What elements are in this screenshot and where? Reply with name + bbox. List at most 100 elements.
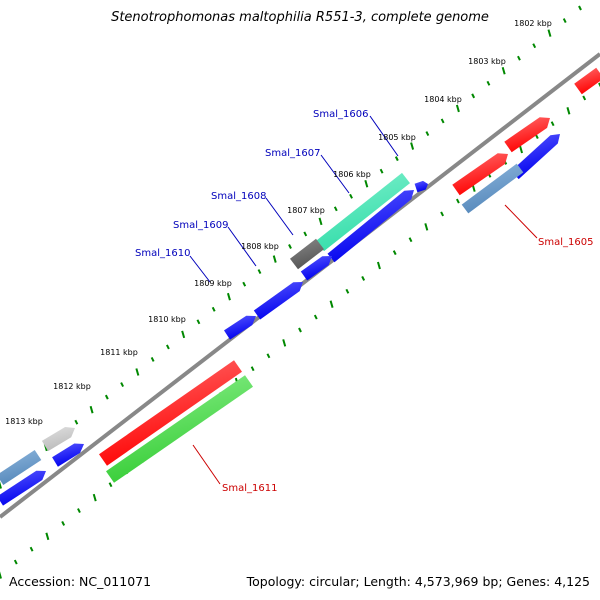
scale-tick <box>298 327 302 333</box>
scale-label: 1809 kbp <box>194 279 232 288</box>
scale-tick <box>77 508 81 513</box>
scale-tick <box>519 145 524 154</box>
gene-smal-1605-blue <box>511 134 560 180</box>
scale-label: 1807 kbp <box>287 206 325 215</box>
scale-tick <box>532 43 537 49</box>
scale-tick <box>562 18 567 23</box>
scale-tick <box>313 314 318 320</box>
scale-tick <box>440 211 444 217</box>
scale-tick <box>392 250 397 256</box>
scale-label: 1804 kbp <box>424 95 462 104</box>
gene-smal-1611-red <box>99 360 242 466</box>
gene-smal-1606-tip <box>414 180 428 193</box>
gene-label-smal-1608: Smal_1608 <box>211 191 266 202</box>
scale-tick <box>181 330 186 339</box>
scale-tick <box>394 156 399 162</box>
scale-tick <box>364 179 369 188</box>
scale-tick <box>257 269 262 275</box>
label-leader-line <box>265 197 294 236</box>
scale-label: 1805 kbp <box>378 133 416 142</box>
scale-tick <box>345 288 350 294</box>
scale-tick <box>166 344 170 350</box>
scale-tick <box>318 217 323 226</box>
scale-tick <box>45 532 50 541</box>
map-labels: 1802 kbp 1803 kbp 1804 kbp 1805 kbp 1806 kbp… <box>5 19 593 494</box>
scale-label: 1803 kbp <box>468 57 506 66</box>
label-leader-line <box>189 255 211 283</box>
gene-smal-1605 <box>461 163 524 214</box>
scale-tick <box>578 5 582 11</box>
map-title: Stenotrophomonas maltophilia R551-3, com… <box>111 10 489 25</box>
scale-tick <box>250 366 255 372</box>
scale-tick <box>226 292 231 301</box>
gene-smal-1609 <box>253 282 303 320</box>
scale-ticks-outer <box>0 5 582 489</box>
scale-tick <box>361 275 366 281</box>
gene-label-smal-1610: Smal_1610 <box>135 248 190 259</box>
scale-tick <box>455 104 460 113</box>
scale-tick <box>13 559 18 565</box>
scale-tick <box>242 281 247 287</box>
label-leader-line <box>227 226 257 267</box>
gene-smal-1610 <box>224 315 256 340</box>
gene-left-blue-2 <box>0 470 46 506</box>
gene-left-blue <box>52 443 84 467</box>
scale-tick <box>104 394 109 400</box>
gene-label-smal-1607: Smal_1607 <box>265 148 320 159</box>
scale-tick <box>135 368 140 376</box>
scale-label: 1812 kbp <box>53 382 91 391</box>
gene-right-red <box>574 67 600 95</box>
scale-tick <box>29 546 34 552</box>
scale-tick <box>288 244 292 249</box>
scale-tick <box>74 419 79 425</box>
scale-tick <box>333 206 338 212</box>
scale-label: 1813 kbp <box>5 417 43 426</box>
label-leader-line <box>320 154 350 194</box>
scale-tick <box>89 405 94 414</box>
scale-tick <box>376 261 381 270</box>
scale-label: 1808 kbp <box>241 242 279 251</box>
scale-tick <box>501 66 506 75</box>
gene-label-smal-1606: Smal_1606 <box>313 109 368 120</box>
scale-tick <box>425 131 430 136</box>
scale-tick <box>408 237 413 243</box>
gene-label-smal-1605: Smal_1605 <box>538 237 593 248</box>
scale-tick <box>150 357 155 362</box>
scale-tick <box>440 118 445 124</box>
gene-left-pseudo <box>0 450 42 485</box>
scale-tick <box>92 493 97 502</box>
scale-tick <box>424 223 429 231</box>
scale-tick <box>266 353 271 359</box>
gene-label-smal-1609: Smal_1609 <box>173 220 228 231</box>
gene-smal-1606 <box>327 190 414 263</box>
scale-tick <box>517 55 521 61</box>
scale-tick <box>471 93 476 99</box>
scale-tick <box>61 520 66 526</box>
scale-tick <box>550 121 555 127</box>
gene-label-smal-1611: Smal_1611 <box>222 483 277 494</box>
scale-tick <box>282 339 287 347</box>
gene-features <box>0 52 600 519</box>
scale-tick <box>196 319 201 325</box>
scale-label: 1810 kbp <box>148 315 186 324</box>
scale-tick <box>566 107 571 115</box>
scale-tick <box>456 198 460 204</box>
label-leader-line <box>369 115 399 157</box>
scale-tick <box>582 95 587 101</box>
scale-tick <box>108 482 113 488</box>
scale-tick <box>547 29 552 37</box>
gene-smal-1611 <box>106 375 253 483</box>
gene-smal-1607 <box>316 172 410 252</box>
scale-tick <box>303 231 308 237</box>
scale-tick <box>379 168 384 174</box>
gene-smal-1605-red-b <box>504 117 550 153</box>
gene-smal-1608-blue <box>300 256 332 281</box>
scale-tick <box>0 481 2 489</box>
label-leaders <box>189 115 538 485</box>
gene-left-light <box>41 427 75 452</box>
gene-smal-1608 <box>290 238 324 270</box>
scale-tick <box>211 306 216 312</box>
scale-tick <box>349 193 353 199</box>
genome-summary-text: Topology: circular; Length: 4,573,969 bp… <box>246 574 590 589</box>
